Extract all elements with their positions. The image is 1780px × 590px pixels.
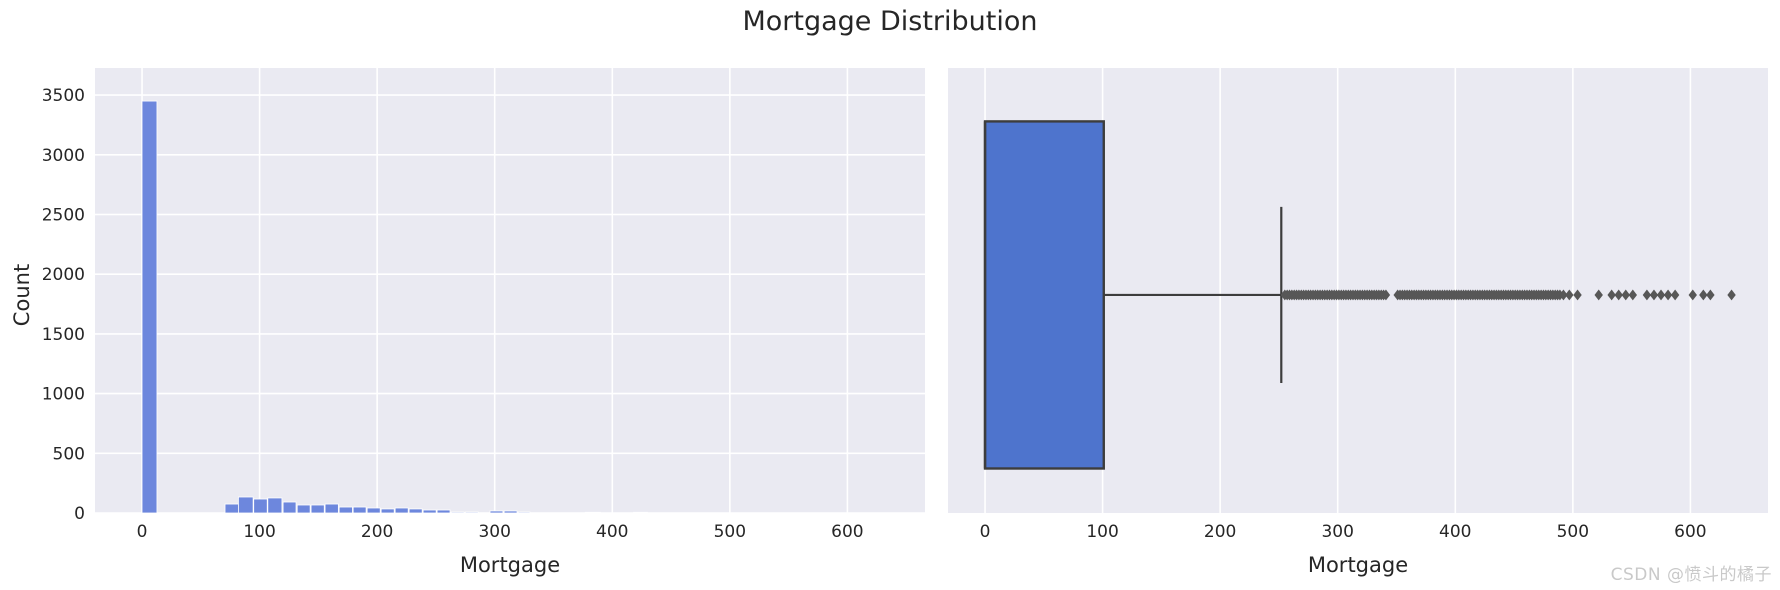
histogram-bar <box>503 510 518 514</box>
x-tick-label: 600 <box>831 522 863 542</box>
histogram-bar <box>296 504 311 514</box>
outlier-point <box>1663 289 1673 301</box>
watermark: CSDN @愤斗的橘子 <box>1610 565 1772 585</box>
y-tick-label: 1500 <box>42 325 85 345</box>
x-tick-label: 0 <box>137 522 148 542</box>
histogram-bar <box>238 496 254 514</box>
outlier-point <box>1381 289 1391 301</box>
outlier-point <box>1699 289 1708 301</box>
x-tick-label: 100 <box>1086 522 1118 542</box>
y-tick-label: 2000 <box>42 265 85 285</box>
outlier-point <box>1727 289 1736 301</box>
histogram-bar <box>338 506 353 514</box>
histogram-bar <box>394 507 409 514</box>
histogram-bar <box>224 503 239 514</box>
x-tick-label: 300 <box>1321 522 1353 542</box>
outlier-point <box>1649 289 1659 301</box>
histogram-plot: 0 100 200 300 400 500 600 0 500 1000 1500 2000 2500 3… <box>42 68 925 542</box>
y-tick-label: 500 <box>53 444 85 464</box>
histogram-bar <box>489 510 504 514</box>
histogram-bar <box>464 511 479 514</box>
x-tick-label: 100 <box>243 522 275 542</box>
histogram-bar <box>253 498 268 514</box>
y-tick-label: 3500 <box>42 86 85 106</box>
boxplot-plot: 0 100 200 300 400 500 600 <box>948 68 1768 542</box>
histogram-bar <box>380 508 395 514</box>
figure-title: Mortgage Distribution <box>742 6 1038 37</box>
outlier-point <box>1559 289 1568 301</box>
box <box>983 120 1105 470</box>
histogram-bar <box>282 501 297 514</box>
y-tick-label: 0 <box>74 504 85 524</box>
outlier-point <box>1573 289 1582 301</box>
outlier-point <box>1614 289 1623 301</box>
histogram-bar <box>436 509 451 514</box>
boxplot-svg: 0 100 200 300 400 500 600 <box>948 68 1768 542</box>
plot-background <box>95 68 925 513</box>
x-tick-label: 600 <box>1674 522 1706 542</box>
histogram-bar <box>584 511 601 514</box>
outlier-point <box>1656 289 1666 301</box>
histogram-bar <box>324 503 339 514</box>
y-tick-label: 2500 <box>42 206 85 226</box>
histogram-bar <box>517 511 531 514</box>
outlier-point <box>1670 289 1680 301</box>
outlier-point <box>1607 289 1616 301</box>
histogram-y-axis-label: Count <box>10 263 34 327</box>
y-tick-label: 1000 <box>42 385 85 405</box>
outlier-point <box>1628 289 1638 301</box>
histogram-bar <box>310 504 325 514</box>
outlier-point <box>1706 289 1715 301</box>
histogram-x-axis-label: Mortgage <box>459 553 561 577</box>
x-tick-label: 200 <box>1204 522 1236 542</box>
outlier-point <box>1688 289 1697 301</box>
histogram-bar <box>141 100 158 514</box>
histogram-bar <box>352 506 367 514</box>
x-tick-label: 200 <box>361 522 393 542</box>
y-tick-label: 3000 <box>42 146 85 166</box>
histogram-bar <box>422 509 437 514</box>
boxplot-x-axis-label: Mortgage <box>1307 553 1409 577</box>
histogram-bar <box>450 511 465 514</box>
outlier-point <box>1642 289 1652 301</box>
x-tick-label: 0 <box>980 522 991 542</box>
outlier-point <box>1565 289 1574 301</box>
histogram-bar <box>267 497 283 514</box>
histogram-bar <box>633 511 648 514</box>
outlier-point <box>1621 289 1630 301</box>
x-tick-label: 500 <box>714 522 746 542</box>
histogram-bar <box>366 507 381 514</box>
histogram-svg: 0 100 200 300 400 500 600 0 500 1000 1500 2000 2500 3… <box>42 68 925 542</box>
x-tick-label: 400 <box>1439 522 1471 542</box>
x-tick-label: 400 <box>596 522 628 542</box>
outlier-point <box>1594 289 1603 301</box>
x-tick-label: 500 <box>1557 522 1589 542</box>
histogram-bar <box>408 508 423 514</box>
x-tick-label: 300 <box>478 522 510 542</box>
